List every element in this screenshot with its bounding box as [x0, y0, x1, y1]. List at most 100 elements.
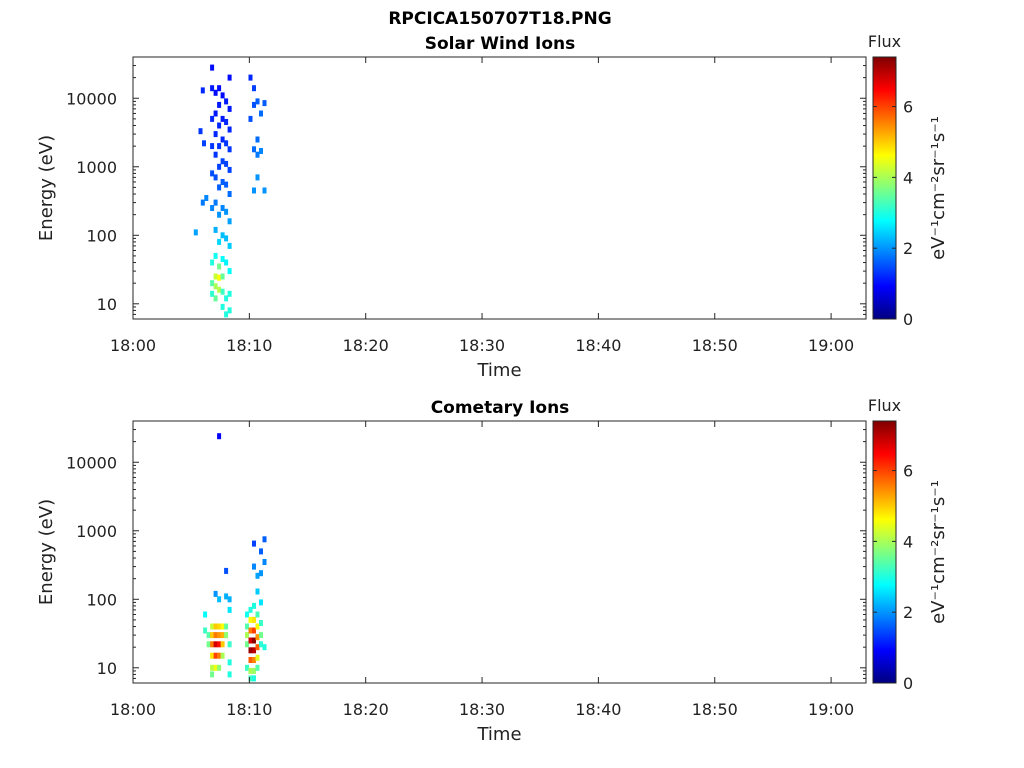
heatmap-cell: [206, 641, 211, 648]
heatmap-cell: [217, 101, 222, 108]
heatmap-cell: [217, 632, 222, 639]
heatmap-cell: [259, 599, 263, 606]
y-axis-label: Energy (eV): [36, 499, 57, 605]
heatmap-cell: [213, 131, 218, 138]
x-tick-label: 18:40: [575, 336, 621, 355]
heatmap-cell: [227, 290, 232, 297]
heatmap-cell: [220, 115, 225, 122]
heatmap-cell: [217, 263, 222, 270]
heatmap-cell: [204, 195, 209, 201]
heatmap-cell: [210, 623, 215, 630]
y-tick-label: 100: [86, 226, 117, 245]
heatmap-cell: [217, 211, 222, 218]
heatmap-cell: [210, 290, 215, 297]
figure-title: RPCICA150707T18.PNG: [388, 9, 611, 29]
x-tick-label: 18:20: [343, 700, 389, 719]
heatmap-cell: [227, 218, 232, 225]
heatmap-cell: [245, 641, 249, 648]
heatmap-cell: [255, 572, 260, 579]
heatmap-cell: [220, 232, 225, 239]
cometary-ions-panel: Cometary Ions 18:00 18:10 18:20 18:30 18:40 18…: [36, 396, 949, 745]
heatmap-cell: [217, 184, 222, 191]
heatmap-cell: [248, 606, 253, 613]
heatmap-cell: [202, 140, 206, 147]
heatmap-cell: [203, 611, 208, 618]
colorbar-title: Flux: [868, 396, 901, 415]
heatmap-cell: [217, 238, 222, 245]
heatmap-cell: [259, 641, 263, 648]
heatmap-cell: [213, 226, 218, 233]
x-tick-label: 19:00: [808, 336, 854, 355]
heatmap-cell: [259, 632, 263, 639]
y-axis-label: Energy (eV): [36, 135, 57, 241]
heatmap-cell: [213, 295, 218, 302]
heatmap-cell: [213, 664, 218, 671]
heatmap-cell: [255, 623, 260, 630]
heatmap-cell: [259, 110, 263, 117]
heatmap-cell: [220, 256, 225, 262]
heatmap-cell: [227, 671, 232, 678]
heatmap-cell: [255, 664, 260, 671]
heatmap-cell: [210, 664, 215, 671]
heatmap-cell: [213, 252, 218, 259]
heatmap-cell: [259, 620, 263, 626]
heatmap-cell: [224, 623, 229, 630]
heatmap-cell: [210, 64, 215, 71]
heatmap-cell: [262, 100, 267, 107]
heatmap-cell: [224, 119, 229, 125]
heatmap-cell: [217, 163, 222, 170]
x-tick-label: 18:10: [226, 336, 272, 355]
heatmap-cell: [262, 559, 267, 565]
heatmap-cell: [210, 632, 215, 639]
y-tick-label: 1000: [76, 158, 117, 177]
heatmap-cell: [227, 641, 232, 648]
heatmap-cell: [227, 191, 232, 197]
heatmap-cell: [227, 126, 232, 133]
heatmap-cell: [213, 174, 218, 181]
x-tick-label: 18:20: [343, 336, 389, 355]
heatmap-cell: [245, 623, 249, 630]
heatmap-cell: [248, 637, 253, 644]
heatmap-cell: [245, 611, 249, 618]
x-tick-label: 18:00: [110, 700, 156, 719]
heatmap-cell: [252, 657, 256, 663]
heatmap-cell: [220, 273, 225, 280]
heatmap-cell: [248, 675, 253, 682]
heatmap-cell: [217, 286, 222, 293]
x-tick-label: 18:30: [459, 700, 505, 719]
heatmap-cell: [259, 570, 263, 577]
heatmap-cell: [210, 205, 215, 211]
heatmap-cell: [227, 166, 232, 173]
panel-title: Solar Wind Ions: [425, 34, 576, 54]
x-tick-label: 18:10: [226, 700, 272, 719]
heatmap-cell: [248, 627, 253, 634]
colorbar-label: eV⁻¹cm⁻²sr⁻¹s⁻¹: [928, 480, 949, 624]
plot-frame: [132, 56, 867, 320]
heatmap-cell: [227, 74, 232, 81]
heatmap-cell: [193, 229, 198, 236]
heatmap-cell: [224, 208, 229, 215]
colorbar-tick-label: 2: [903, 239, 913, 258]
y-tick-label: 10000: [66, 453, 117, 472]
heatmap-cell: [213, 199, 218, 206]
heatmap-cell: [213, 623, 218, 630]
heatmap-cell: [252, 563, 256, 570]
heatmap-cell: [255, 174, 260, 181]
x-axis-label: Time: [476, 724, 521, 745]
x-tick-label: 18:50: [692, 336, 738, 355]
heatmap-cell: [220, 303, 225, 310]
heatmap-cell: [227, 105, 232, 112]
y-tick-label: 10: [97, 659, 117, 678]
y-tick-label: 1000: [76, 522, 117, 541]
heatmap-cell: [224, 311, 229, 318]
heatmap-cell: [252, 540, 256, 547]
x-tick-label: 18:00: [110, 336, 156, 355]
heatmap-cell: [213, 641, 218, 648]
heatmap-cell: [255, 611, 260, 618]
heatmap-cell: [210, 652, 215, 659]
heatmap-cell: [213, 110, 218, 117]
heatmap-cell: [255, 151, 260, 158]
heatmap-cell: [262, 536, 267, 543]
heatmap-cell: [255, 644, 260, 651]
